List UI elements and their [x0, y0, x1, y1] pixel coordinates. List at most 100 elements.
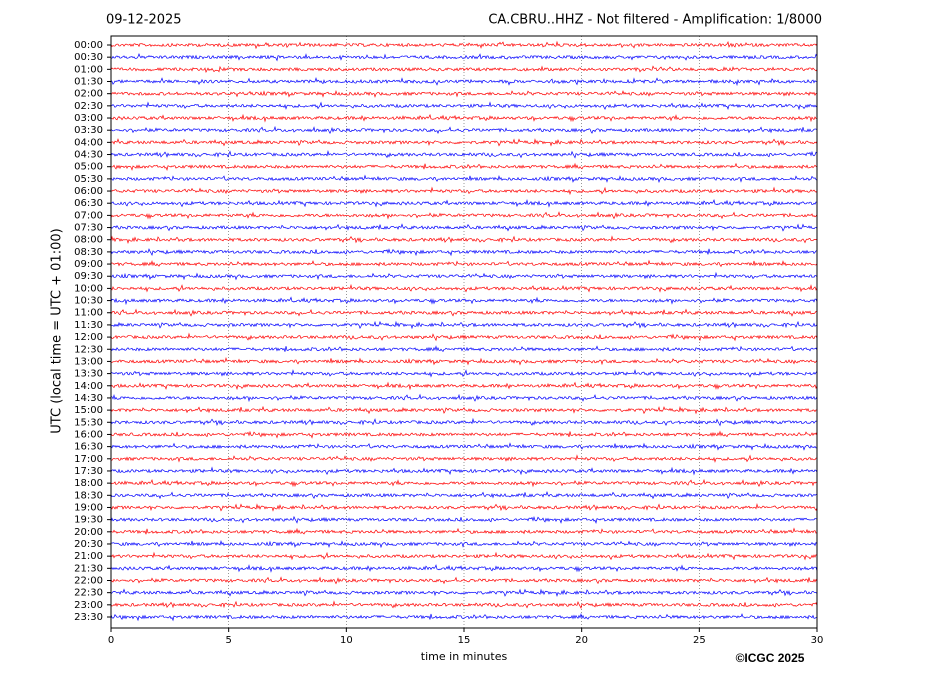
trace	[110, 442, 818, 451]
trace	[110, 40, 818, 50]
trace	[110, 162, 818, 172]
y-tick-label: 17:00	[74, 454, 103, 465]
trace	[110, 454, 818, 463]
trace	[110, 235, 818, 245]
x-tick-label: 30	[811, 635, 824, 646]
trace	[110, 211, 818, 220]
trace	[110, 551, 818, 561]
plot-area	[110, 36, 818, 628]
y-tick-label: 07:30	[74, 223, 103, 234]
trace	[110, 101, 818, 111]
x-tick-label: 15	[458, 635, 471, 646]
y-tick-label: 17:30	[74, 466, 103, 477]
trace	[110, 478, 818, 488]
trace	[110, 223, 818, 232]
trace	[110, 540, 818, 549]
trace	[110, 90, 818, 98]
trace	[110, 308, 818, 317]
trace	[110, 77, 818, 87]
y-tick-label: 11:30	[74, 320, 103, 331]
y-tick-label: 06:30	[74, 198, 103, 209]
y-tick-label: 21:30	[74, 563, 103, 574]
trace	[110, 612, 818, 622]
y-tick-label: 18:00	[74, 478, 103, 489]
trace	[110, 588, 818, 597]
trace	[110, 345, 818, 352]
trace	[110, 564, 818, 573]
trace	[110, 417, 818, 427]
y-tick-label: 08:30	[74, 247, 103, 258]
trace	[110, 174, 818, 184]
y-tick-label: 12:00	[74, 332, 103, 343]
x-tick-label: 0	[108, 635, 114, 646]
trace	[110, 576, 818, 585]
chart-title: CA.CBRU..HHZ - Not filtered - Amplificat…	[488, 13, 822, 28]
trace	[110, 393, 818, 403]
trace	[110, 320, 818, 330]
y-tick-label: 01:00	[74, 64, 103, 75]
trace	[110, 248, 818, 257]
y-tick-label: 11:00	[74, 308, 103, 319]
trace	[110, 369, 818, 378]
trace	[110, 491, 818, 500]
x-tick-label: 5	[225, 635, 231, 646]
y-tick-label: 02:00	[74, 89, 103, 100]
x-tick-label: 10	[340, 635, 353, 646]
y-tick-label: 05:00	[74, 162, 103, 173]
y-tick-label: 12:30	[74, 344, 103, 355]
trace	[110, 381, 818, 391]
trace	[110, 283, 818, 293]
y-tick-label: 05:30	[74, 174, 103, 185]
trace	[110, 198, 818, 208]
y-tick-label: 14:00	[74, 381, 103, 392]
copyright: ©ICGC 2025	[736, 651, 805, 665]
y-tick-label: 15:30	[74, 417, 103, 428]
trace	[110, 259, 818, 268]
x-tick-label: 20	[575, 635, 588, 646]
x-tick-label: 25	[693, 635, 706, 646]
y-tick-label: 19:00	[74, 502, 103, 513]
trace	[110, 502, 818, 512]
y-tick-label: 03:00	[74, 113, 103, 124]
y-tick-label: 00:30	[74, 52, 103, 63]
y-tick-label: 19:30	[74, 515, 103, 526]
trace	[110, 430, 818, 439]
date: 09-12-2025	[106, 13, 182, 28]
y-tick-label: 09:00	[74, 259, 103, 270]
y-tick-label: 13:30	[74, 369, 103, 380]
trace	[110, 357, 818, 366]
y-tick-label: 20:00	[74, 527, 103, 538]
trace	[110, 149, 818, 159]
y-tick-label: 14:30	[74, 393, 103, 404]
y-tick-label: 09:30	[74, 271, 103, 282]
trace	[110, 600, 818, 609]
y-tick-label: 13:00	[74, 356, 103, 367]
y-tick-label: 10:30	[74, 296, 103, 307]
y-tick-label: 15:00	[74, 405, 103, 416]
trace	[110, 332, 818, 342]
trace	[110, 271, 818, 281]
y-tick-label: 16:30	[74, 442, 103, 453]
y-tick-label: 23:30	[74, 612, 103, 623]
y-tick-label: 04:00	[74, 137, 103, 148]
y-tick-label: 00:00	[74, 40, 103, 51]
trace	[110, 65, 818, 74]
y-tick-label: 07:00	[74, 210, 103, 221]
trace	[110, 113, 818, 123]
plot-frame	[110, 35, 818, 629]
y-tick-label: 20:30	[74, 539, 103, 550]
trace	[110, 125, 818, 135]
y-tick-label: 16:00	[74, 429, 103, 440]
trace	[110, 52, 818, 62]
y-tick-label: 10:00	[74, 283, 103, 294]
trace	[110, 527, 818, 535]
trace	[110, 466, 818, 476]
y-tick-label: 18:30	[74, 490, 103, 501]
y-tick-label: 06:00	[74, 186, 103, 197]
trace	[110, 186, 818, 196]
trace	[110, 138, 818, 147]
y-tick-label: 08:00	[74, 235, 103, 246]
y-tick-label: 22:00	[74, 575, 103, 586]
y-axis-label: UTC (local time = UTC + 01:00)	[50, 228, 65, 433]
